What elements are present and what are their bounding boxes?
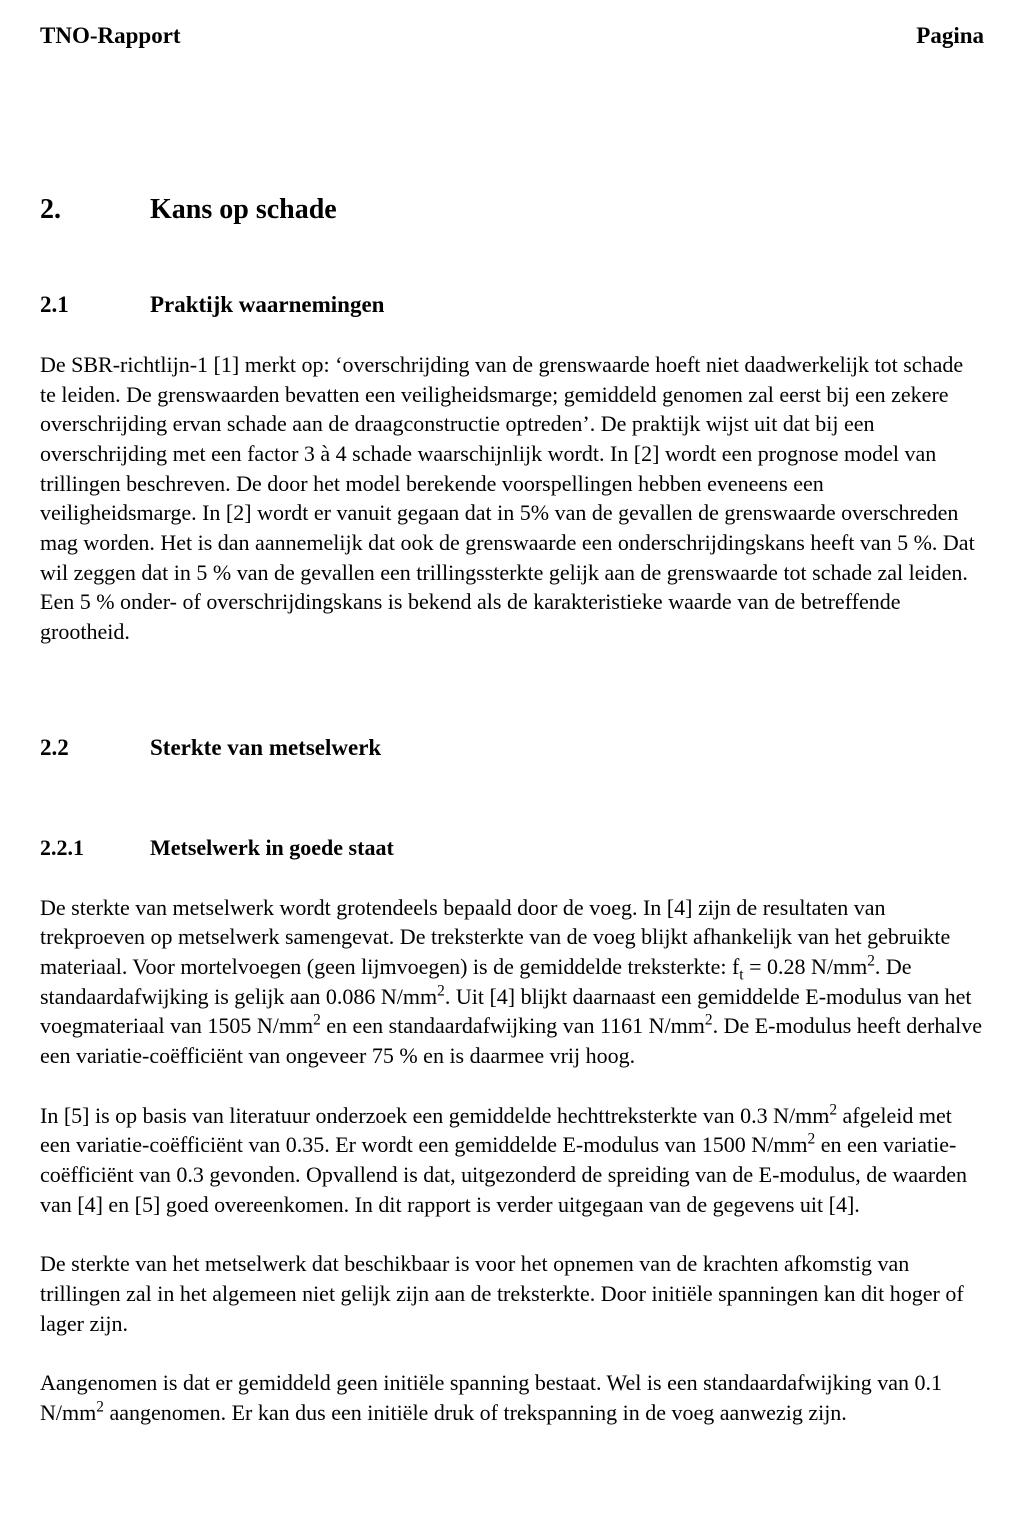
text-run: en een standaardafwijking van 1161 N/mm [321,1013,705,1038]
paragraph-2-2-1-d: Aangenomen is dat er gemiddeld geen init… [40,1368,984,1427]
text-run: aangenomen. Er kan dus een initiële druk… [104,1400,847,1425]
subsubsection-number: 2.2.1 [40,833,150,863]
text-run: In [5] is op basis van literatuur onderz… [40,1103,829,1128]
subsection-2-2-heading: 2.2 Sterkte van metselwerk [40,732,984,763]
paragraph-2-2-1-b: In [5] is op basis van literatuur onderz… [40,1101,984,1220]
superscript-2: 2 [313,1012,321,1029]
subsection-2-1-heading: 2.1 Praktijk waarnemingen [40,289,984,320]
superscript-2: 2 [96,1399,104,1416]
text-run: = 0.28 N/mm [744,954,868,979]
paragraph-2-1: De SBR-richtlijn-1 [1] merkt op: ‘oversc… [40,350,984,647]
section-number: 2. [40,191,150,229]
header-left: TNO-Rapport [40,20,181,51]
superscript-2: 2 [705,1012,713,1029]
section-2-heading: 2. Kans op schade [40,191,984,229]
section-title: Kans op schade [150,191,337,229]
superscript-2: 2 [437,982,445,999]
subsubsection-2-2-1-heading: 2.2.1 Metselwerk in goede staat [40,833,984,863]
subsection-number: 2.1 [40,289,150,320]
subsection-title: Sterkte van metselwerk [150,732,381,763]
subsubsection-title: Metselwerk in goede staat [150,833,394,863]
subsection-number: 2.2 [40,732,150,763]
subsection-title: Praktijk waarnemingen [150,289,384,320]
paragraph-2-2-1-a: De sterkte van metselwerk wordt grotende… [40,893,984,1071]
header-right: Pagina [916,20,984,51]
superscript-2: 2 [829,1101,837,1118]
paragraph-2-2-1-c: De sterkte van het metselwerk dat beschi… [40,1249,984,1338]
superscript-2: 2 [867,953,875,970]
